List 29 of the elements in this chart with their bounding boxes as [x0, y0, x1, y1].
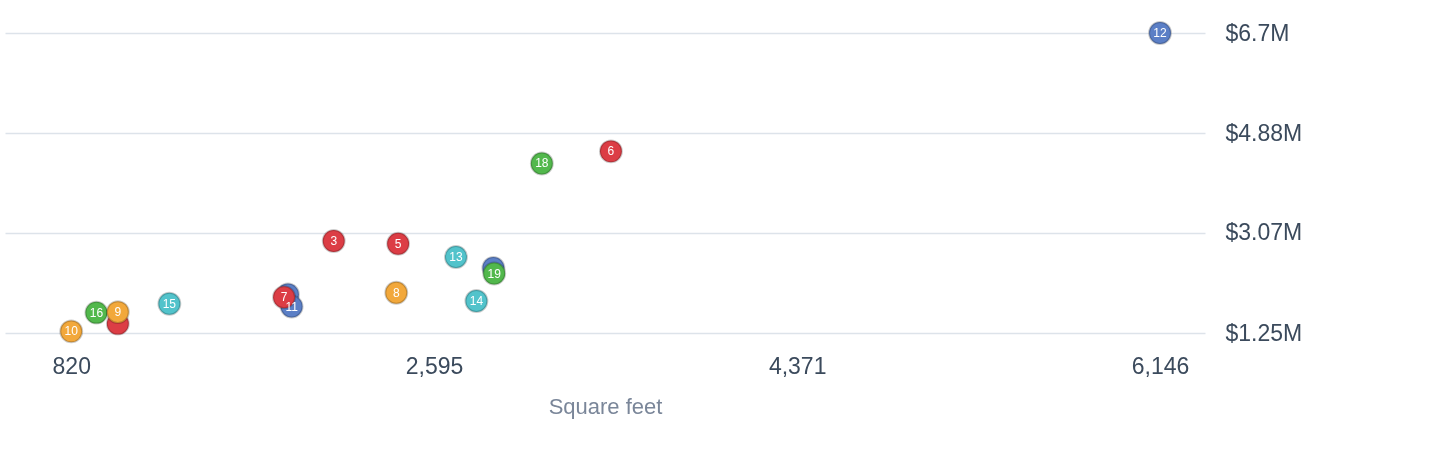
- x-tick-label: 820: [52, 352, 91, 379]
- annotation: 15: [162, 296, 177, 311]
- annotation: 13: [449, 250, 463, 265]
- point: [105, 300, 130, 325]
- annotation: 6: [607, 144, 615, 159]
- y-tick-label: $3.07M: [1225, 219, 1303, 246]
- annotation: 3: [330, 234, 338, 249]
- annotation: 16: [89, 305, 104, 320]
- y-tick-label: $6.7M: [1225, 19, 1290, 46]
- annotation: 11: [285, 299, 299, 314]
- x-tick-label: 4,371: [768, 352, 827, 379]
- annotation: 5: [394, 236, 402, 251]
- point: [321, 229, 346, 254]
- annotation: 9: [114, 305, 122, 320]
- y-tick-label: $4.88M: [1225, 119, 1303, 146]
- annotation: 8: [392, 285, 400, 300]
- annotation: 7: [280, 290, 288, 305]
- annotation: 18: [535, 156, 549, 171]
- x-axis-title: Square feet: [548, 393, 663, 419]
- point: [386, 231, 411, 256]
- y-tick-label: $1.25M: [1225, 319, 1303, 346]
- point: [598, 139, 623, 164]
- annotation: 14: [469, 294, 484, 309]
- annotation: 19: [487, 266, 502, 281]
- x-tick-label: 6,146: [1131, 352, 1190, 379]
- point: [384, 280, 409, 305]
- annotation: 10: [64, 324, 79, 339]
- annotation: 12: [1153, 26, 1168, 40]
- x-tick-label: 2,595: [405, 352, 464, 379]
